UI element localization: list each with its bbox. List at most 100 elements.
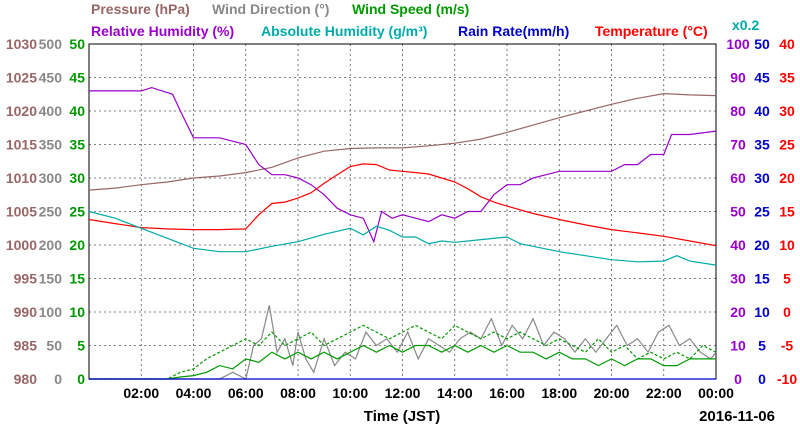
y-tick-label-wind_dir: 250: [39, 204, 63, 220]
y-tick-label-wind_speed: 0: [77, 371, 85, 387]
series-line-wind_dir: [89, 305, 717, 380]
y-tick-label-temp: 25: [779, 137, 795, 153]
legend-wind_dir: Wind Direction (°): [212, 1, 329, 17]
y-tick-label-rh: 50: [730, 204, 746, 220]
y-tick-label-wind_dir: 450: [39, 70, 63, 86]
x-tick-label: 14:00: [437, 385, 473, 401]
x-tick-label: 20:00: [594, 385, 630, 401]
legend: Pressure (hPa) Wind Direction (°) Wind Spe…: [91, 1, 708, 39]
chart-grid: [89, 44, 716, 379]
y-tick-label-rh: 0: [734, 371, 742, 387]
y-tick-label-pressure: 1000: [6, 237, 37, 253]
x-axis-label: Time (JST): [364, 408, 440, 425]
y-tick-label-pressure: 990: [14, 304, 38, 320]
legend-temp: Temperature (°C): [595, 23, 708, 39]
y-tick-label-wind_speed: 40: [69, 103, 85, 119]
y-tick-label-wind_dir: 200: [39, 237, 63, 253]
y-tick-label-rain: 35: [754, 137, 770, 153]
series-line-wind_speed: [89, 344, 716, 380]
y-tick-label-pressure: 980: [14, 371, 38, 387]
y-tick-label-temp: -10: [777, 371, 797, 387]
y-tick-label-wind_speed: 30: [69, 170, 85, 186]
x-tick-label: 18:00: [541, 385, 577, 401]
series-line-temp: [88, 163, 717, 247]
x-tick-label: 04:00: [176, 385, 212, 401]
y-tick-label-rain: 15: [754, 271, 770, 287]
x-tick-label: 08:00: [280, 385, 316, 401]
y-tick-label-rain: 40: [754, 103, 770, 119]
y-tick-label-temp: 30: [779, 103, 795, 119]
y-tick-label-wind_speed: 50: [69, 36, 85, 52]
y-tick-label-temp: 35: [779, 70, 795, 86]
x-tick-label: 02:00: [123, 385, 159, 401]
x-tick-label: 16:00: [489, 385, 525, 401]
series-line-pressure: [88, 92, 717, 191]
y-tick-label-wind_dir: 350: [39, 137, 63, 153]
legend-rh: Relative Humidity (%): [91, 23, 234, 39]
y-tick-label-temp: 20: [779, 170, 795, 186]
x-tick-label: 10:00: [332, 385, 368, 401]
y-tick-label-wind_dir: 50: [46, 338, 62, 354]
y-tick-label-rh: 30: [730, 271, 746, 287]
legend-ah: Absolute Humidity (g/m³): [261, 23, 427, 39]
y-tick-label-wind_speed: 5: [77, 338, 85, 354]
y-tick-label-pressure: 1005: [6, 204, 37, 220]
y-tick-label-rain: 25: [754, 204, 770, 220]
y-tick-label-rh: 10: [730, 338, 746, 354]
y-tick-label-pressure: 1025: [6, 70, 37, 86]
y-tick-label-wind_speed: 15: [69, 271, 85, 287]
axis-ticks: 1030102510201015101010051000995990985980…: [6, 17, 797, 401]
y-tick-label-rain: 10: [754, 304, 770, 320]
y-tick-label-pressure: 1030: [6, 36, 37, 52]
y-tick-label-rain: 30: [754, 170, 770, 186]
x-tick-label: 12:00: [385, 385, 421, 401]
y-tick-label-rh: 40: [730, 237, 746, 253]
y-tick-label-temp: 0: [783, 304, 791, 320]
y-tick-label-rh: 80: [730, 103, 746, 119]
y-tick-label-wind_speed: 35: [69, 137, 85, 153]
y-tick-label-rh: 70: [730, 137, 746, 153]
legend-rain: Rain Rate(mm/h): [458, 23, 569, 39]
y-tick-label-pressure: 1010: [6, 170, 37, 186]
y-tick-label-temp: 5: [783, 271, 791, 287]
y-tick-label-wind_dir: 300: [39, 170, 63, 186]
y-tick-label-wind_speed: 25: [69, 204, 85, 220]
y-tick-label-pressure: 1020: [6, 103, 37, 119]
y-tick-label-rain: 0: [758, 371, 766, 387]
y-tick-label-rain: 45: [754, 70, 770, 86]
y-tick-label-wind_speed: 10: [69, 304, 85, 320]
y-tick-label-wind_dir: 400: [39, 103, 63, 119]
y-tick-label-wind_dir: 100: [39, 304, 63, 320]
y-tick-label-temp: 40: [779, 36, 795, 52]
date-label: 2016-11-06: [699, 408, 775, 425]
y-tick-label-rh: 60: [730, 170, 746, 186]
legend-pressure: Pressure (hPa): [91, 1, 190, 17]
y-tick-label-rain: 20: [754, 237, 770, 253]
x-tick-label: 06:00: [228, 385, 264, 401]
rain-multiplier-note: x0.2: [732, 17, 759, 33]
y-tick-label-wind_speed: 20: [69, 237, 85, 253]
y-tick-label-wind_dir: 500: [39, 36, 63, 52]
legend-wind_speed: Wind Speed (m/s): [352, 1, 469, 17]
y-tick-label-pressure: 1015: [6, 137, 37, 153]
y-tick-label-rh: 20: [730, 304, 746, 320]
x-tick-label: 22:00: [646, 385, 682, 401]
y-tick-label-wind_speed: 45: [69, 70, 85, 86]
series-line-wind_gust: [89, 324, 717, 380]
y-tick-label-pressure: 985: [14, 338, 38, 354]
y-tick-label-temp: -5: [781, 338, 794, 354]
y-tick-label-wind_dir: 150: [39, 271, 63, 287]
series-line-ah: [88, 210, 717, 266]
y-tick-label-rh: 100: [726, 36, 750, 52]
y-tick-label-wind_dir: 0: [54, 371, 62, 387]
y-tick-label-rh: 90: [730, 70, 746, 86]
series-line-rh: [89, 86, 717, 244]
y-tick-label-pressure: 995: [14, 271, 38, 287]
x-tick-label: 00:00: [698, 385, 734, 401]
y-tick-label-temp: 15: [779, 204, 795, 220]
y-tick-label-temp: 10: [779, 237, 795, 253]
y-tick-label-rain: 50: [754, 36, 770, 52]
series-layer: [88, 86, 717, 380]
y-tick-label-rain: 5: [758, 338, 766, 354]
